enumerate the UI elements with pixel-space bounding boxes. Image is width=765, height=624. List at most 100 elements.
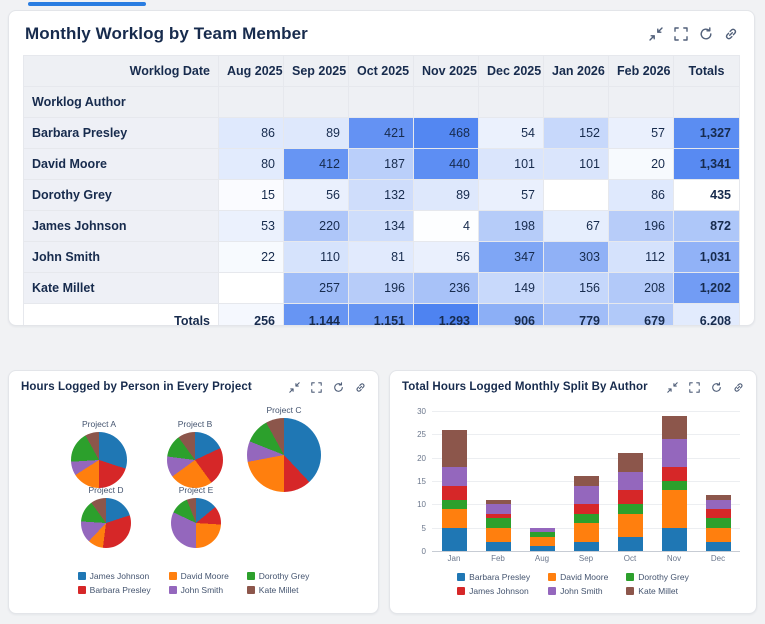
legend-item[interactable]: Barbara Presley [77, 585, 151, 595]
bar-feb[interactable] [476, 411, 520, 551]
legend-item[interactable]: John Smith [168, 585, 229, 595]
bar-segment[interactable] [485, 513, 511, 519]
pie-legend: James Johnson David Moore Dorothy Grey Barb… [9, 571, 378, 595]
pie-chart-project-e[interactable]: Project E [171, 485, 221, 548]
legend-item[interactable]: John Smith [548, 586, 608, 596]
fullscreen-icon[interactable] [674, 27, 688, 41]
bar-segment[interactable] [617, 471, 643, 491]
fullscreen-icon[interactable] [311, 381, 322, 393]
fullscreen-icon[interactable] [689, 381, 700, 393]
bar-segment[interactable] [573, 541, 599, 551]
bar-segment[interactable] [661, 490, 687, 528]
worklog-cell: 347 [478, 241, 544, 273]
pie[interactable] [81, 498, 131, 548]
bar-dec[interactable] [696, 411, 740, 551]
bar-segment[interactable] [661, 527, 687, 551]
bar-segment[interactable] [441, 467, 467, 486]
worklog-cell: 196 [608, 210, 674, 242]
column-total-cell: 679 [608, 303, 674, 325]
bar-segment[interactable] [617, 537, 643, 551]
worklog-cell: 208 [608, 272, 674, 304]
bar-segment[interactable] [705, 518, 731, 528]
legend-item[interactable]: David Moore [168, 571, 229, 581]
refresh-icon[interactable] [333, 381, 344, 393]
bar-segment[interactable] [485, 527, 511, 542]
bar-segment[interactable] [705, 527, 731, 542]
bar-segment[interactable] [529, 527, 555, 533]
bar-jan[interactable] [432, 411, 476, 551]
pie[interactable] [247, 418, 321, 492]
worklog-cell: 187 [348, 148, 414, 180]
bar-segment[interactable] [485, 518, 511, 528]
bar-segment[interactable] [617, 453, 643, 472]
legend-item[interactable]: Barbara Presley [457, 572, 530, 582]
bar-segment[interactable] [485, 504, 511, 514]
column-header: Jan 2026 [543, 55, 609, 87]
row-header: David Moore [23, 148, 219, 180]
bar-segment[interactable] [441, 485, 467, 500]
pie-chart-project-d[interactable]: Project D [81, 485, 131, 548]
bar-segment[interactable] [529, 546, 555, 551]
bar-segment[interactable] [573, 523, 599, 542]
bar-oct[interactable] [608, 411, 652, 551]
bar-segment[interactable] [617, 490, 643, 505]
x-axis-label: Oct [623, 554, 637, 563]
pie-chart-project-b[interactable]: Project B [167, 419, 223, 488]
bar-segment[interactable] [661, 467, 687, 482]
bar-segment[interactable] [661, 415, 687, 440]
panel-header: Total Hours Logged Monthly Split By Auth… [390, 371, 756, 397]
legend-label: Barbara Presley [469, 572, 531, 582]
bar-segment[interactable] [485, 499, 511, 505]
legend-item[interactable]: Dorothy Grey [246, 571, 309, 581]
bar-segment[interactable] [617, 504, 643, 514]
pie[interactable] [171, 498, 221, 548]
bar-segment[interactable] [617, 513, 643, 537]
minimize-icon[interactable] [649, 27, 663, 41]
row-total-cell: 872 [673, 210, 740, 242]
bar-segment[interactable] [529, 532, 555, 538]
pie[interactable] [167, 432, 223, 488]
bar-segment[interactable] [573, 513, 599, 524]
empty-header-cell [608, 86, 674, 118]
minimize-icon[interactable] [289, 381, 300, 393]
link-icon[interactable] [724, 27, 738, 41]
bar-segment[interactable] [441, 499, 467, 510]
row-header: James Johnson [23, 210, 219, 242]
table-row: James Johnson 53 220 134 4 198 67 196 872 [23, 210, 740, 242]
bar-segment[interactable] [529, 537, 555, 547]
worklog-table-body: Barbara Presley 86 89 421 468 54 152 57 1,327 Dav… [23, 117, 740, 325]
bar-segment[interactable] [705, 499, 731, 510]
empty-header-cell [478, 86, 544, 118]
refresh-icon[interactable] [699, 27, 713, 41]
bar-segment[interactable] [441, 429, 467, 468]
refresh-icon[interactable] [711, 381, 722, 393]
pie-chart-project-a[interactable]: Project A [71, 419, 127, 488]
bar-segment[interactable] [705, 541, 731, 551]
bar-segment[interactable] [573, 504, 599, 514]
bar-segment[interactable] [441, 527, 467, 551]
bar-segment[interactable] [485, 541, 511, 551]
legend-item[interactable]: Dorothy Grey [626, 572, 689, 582]
bar-segment[interactable] [705, 509, 731, 519]
legend-item[interactable]: James Johnson [457, 586, 530, 596]
legend-item[interactable]: Kate Millet [626, 586, 689, 596]
minimize-icon[interactable] [667, 381, 678, 393]
legend-item[interactable]: David Moore [548, 572, 608, 582]
bar-segment[interactable] [573, 476, 599, 486]
pie[interactable] [71, 432, 127, 488]
pie-chart-project-c[interactable]: Project C [247, 405, 321, 492]
legend-item[interactable]: James Johnson [77, 571, 151, 581]
bar-legend: Barbara Presley David Moore Dorothy Grey Ja… [390, 572, 756, 596]
bar-segment[interactable] [573, 485, 599, 505]
bar-sep[interactable] [564, 411, 608, 551]
bar-nov[interactable] [652, 411, 696, 551]
bar-segment[interactable] [705, 495, 731, 500]
worklog-cell: 89 [413, 179, 479, 211]
legend-item[interactable]: Kate Millet [246, 585, 310, 595]
bar-segment[interactable] [661, 481, 687, 491]
link-icon[interactable] [355, 382, 366, 393]
bar-segment[interactable] [661, 439, 687, 468]
bar-aug[interactable] [520, 411, 564, 551]
link-icon[interactable] [733, 382, 744, 393]
bar-segment[interactable] [441, 509, 467, 528]
